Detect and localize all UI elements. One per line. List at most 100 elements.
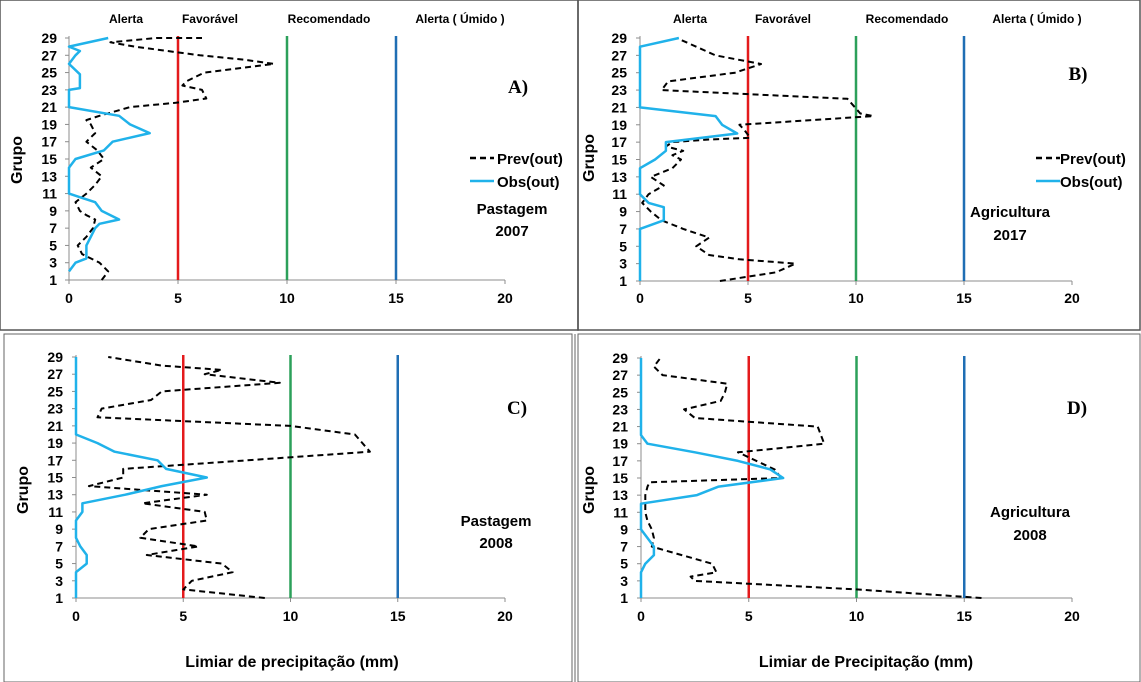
- y-tick-label: 23: [611, 82, 627, 98]
- threshold-label: Alerta: [673, 12, 707, 26]
- threshold-label: Recomendado: [288, 12, 371, 26]
- y-tick-label: 7: [620, 539, 628, 555]
- y-tick-label: 17: [611, 134, 627, 150]
- x-tick-label: 10: [279, 290, 295, 306]
- x-tick-label: 5: [745, 608, 753, 624]
- y-tick-label: 13: [612, 487, 628, 503]
- y-tick-label: 27: [611, 47, 627, 63]
- y-tick-label: 11: [42, 186, 57, 202]
- series-prev-line: [74, 37, 275, 281]
- y-axis-title: Grupo: [581, 466, 598, 514]
- x-tick-label: 0: [65, 290, 73, 306]
- y-tick-label: 5: [55, 556, 63, 572]
- y-tick-label: 25: [47, 383, 63, 399]
- x-axis-title-left: Limiar de precipitação (mm): [185, 654, 398, 671]
- threshold-label: Alerta ( Úmido ): [992, 11, 1081, 26]
- x-tick-label: 5: [174, 290, 182, 306]
- y-tick-label: 7: [619, 221, 627, 237]
- y-tick-label: 3: [619, 256, 627, 272]
- threshold-label: Alerta: [109, 12, 143, 26]
- y-tick-label: 9: [55, 521, 63, 537]
- y-tick-label: 1: [55, 590, 63, 606]
- panel-label: A): [508, 77, 528, 98]
- y-tick-label: 1: [619, 273, 627, 289]
- legend-label: Obs(out): [1060, 174, 1122, 191]
- y-tick-label: 23: [47, 401, 63, 417]
- threshold-label: Recomendado: [866, 12, 949, 26]
- y-tick-label: 13: [41, 168, 57, 184]
- y-tick-label: 17: [47, 452, 63, 468]
- y-tick-label: 3: [620, 573, 628, 589]
- y-tick-label: 11: [48, 504, 63, 520]
- legend-label: Obs(out): [497, 174, 559, 191]
- y-tick-label: 29: [611, 30, 627, 46]
- series-prev-line: [641, 37, 875, 282]
- y-tick-label: 27: [612, 367, 628, 383]
- x-tick-label: 5: [744, 290, 752, 306]
- x-tick-label: 0: [72, 608, 80, 624]
- panel-frame-d: [577, 333, 1141, 682]
- x-tick-label: 5: [179, 608, 187, 624]
- panel-annotation: 2007: [495, 223, 528, 240]
- y-tick-label: 13: [611, 169, 627, 185]
- panel-label: D): [1067, 398, 1087, 419]
- y-tick-label: 5: [620, 556, 628, 572]
- series-prev-line: [644, 357, 982, 599]
- x-tick-label: 10: [283, 608, 299, 624]
- y-tick-label: 21: [47, 418, 63, 434]
- x-tick-label: 15: [956, 290, 972, 306]
- panel-annotation: Pastagem: [461, 513, 532, 530]
- y-axis-title: Grupo: [9, 136, 26, 184]
- y-tick-label: 7: [55, 538, 63, 554]
- x-tick-label: 15: [390, 608, 406, 624]
- x-axis-title-right: Limiar de Precipitação (mm): [759, 654, 973, 671]
- y-tick-label: 29: [612, 350, 628, 366]
- y-tick-label: 21: [611, 99, 627, 115]
- series-obs-line: [67, 36, 151, 273]
- legend-label: Prev(out): [1060, 151, 1126, 168]
- x-tick-label: 20: [497, 290, 513, 306]
- x-tick-label: 20: [1064, 290, 1080, 306]
- x-tick-label: 20: [497, 608, 513, 624]
- y-tick-label: 1: [620, 590, 628, 606]
- y-tick-label: 29: [41, 30, 57, 46]
- y-tick-label: 15: [611, 152, 627, 168]
- y-tick-label: 19: [47, 435, 63, 451]
- y-tick-label: 23: [612, 401, 628, 417]
- y-tick-label: 5: [49, 237, 57, 253]
- series-obs-line: [74, 357, 209, 598]
- y-tick-label: 5: [619, 238, 627, 254]
- y-tick-label: 29: [47, 349, 63, 365]
- y-axis-title: Grupo: [581, 134, 598, 182]
- series-obs-line: [638, 36, 739, 281]
- y-tick-label: 21: [41, 99, 57, 115]
- y-tick-label: 1: [49, 272, 57, 288]
- y-tick-label: 17: [612, 453, 628, 469]
- x-tick-label: 0: [636, 290, 644, 306]
- panel-label: B): [1069, 64, 1088, 85]
- y-tick-label: 23: [41, 82, 57, 98]
- y-tick-label: 3: [49, 255, 57, 271]
- y-tick-label: 15: [47, 470, 63, 486]
- threshold-label: Alerta ( Úmido ): [415, 11, 504, 26]
- legend-label: Prev(out): [497, 151, 563, 168]
- y-tick-label: 15: [612, 470, 628, 486]
- x-tick-label: 10: [849, 608, 865, 624]
- panel-annotation: Agricultura: [990, 504, 1071, 521]
- x-tick-label: 20: [1064, 608, 1080, 624]
- y-tick-label: 25: [612, 384, 628, 400]
- y-tick-label: 25: [611, 65, 627, 81]
- panel-annotation: 2008: [479, 535, 512, 552]
- y-tick-label: 11: [613, 504, 628, 520]
- panel-annotation: 2017: [993, 227, 1026, 244]
- y-tick-label: 9: [49, 203, 57, 219]
- panel-annotation: 2008: [1013, 527, 1046, 544]
- y-tick-label: 21: [612, 419, 628, 435]
- panel-annotation: Pastagem: [477, 201, 548, 218]
- y-tick-label: 3: [55, 573, 63, 589]
- y-tick-label: 27: [41, 47, 57, 63]
- y-tick-label: 11: [612, 186, 627, 202]
